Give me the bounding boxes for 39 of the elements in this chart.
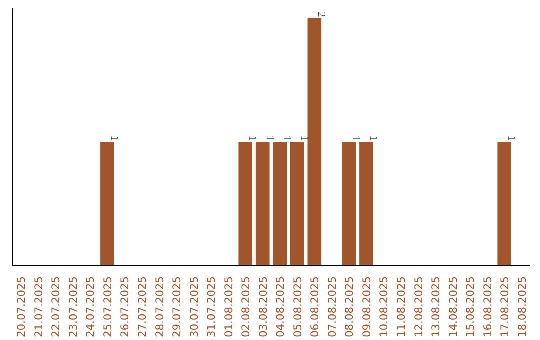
x-tick-label: 15.08.2025 (464, 276, 478, 338)
x-tick-label: 29.07.2025 (170, 276, 184, 338)
x-tick-label: 27.07.2025 (136, 276, 149, 338)
x-tick-label: 26.07.2025 (118, 276, 132, 338)
x-tick-label: 31.07.2025 (205, 276, 218, 338)
data-label: 1 (506, 136, 517, 141)
data-label: 1 (264, 136, 275, 141)
x-tick-label: 13.08.2025 (430, 276, 443, 338)
x-tick-label: 16.08.2025 (481, 276, 494, 338)
x-tick-label: 28.07.2025 (153, 276, 166, 338)
data-label: 1 (108, 136, 120, 141)
data-label: 1 (298, 136, 310, 141)
x-tick-label: 12.08.2025 (412, 276, 426, 338)
data-label: 1 (350, 136, 362, 141)
x-tick-label: 09.08.2025 (360, 276, 374, 338)
x-tick-label: 06.08.2025 (308, 276, 322, 338)
x-tick-label: 11.08.2025 (395, 276, 408, 338)
x-tick-label: 03.08.2025 (256, 276, 270, 338)
x-tick-label: 23.07.2025 (66, 276, 80, 338)
x-tick-label: 08.08.2025 (343, 276, 356, 338)
x-tick-label: 20.07.2025 (15, 276, 28, 338)
x-tick-label: 25.07.2025 (101, 276, 114, 338)
x-tick-label: 05.08.2025 (291, 276, 304, 338)
x-tick-label: 14.08.2025 (446, 276, 460, 338)
x-tick-label: 04.08.2025 (274, 276, 288, 338)
data-label: 1 (246, 136, 258, 141)
data-label: 1 (281, 136, 292, 141)
x-tick-label: 30.07.2025 (188, 276, 201, 338)
x-tick-label: 07.08.2025 (326, 276, 339, 338)
data-label: 2 (316, 12, 327, 18)
x-tick-label: 18.08.2025 (516, 276, 529, 338)
x-tick-label: 02.08.2025 (240, 276, 253, 338)
x-tick-label: 17.08.2025 (498, 276, 512, 338)
x-tick-label: 24.07.2025 (84, 276, 98, 338)
x-tick-label: 22.07.2025 (50, 276, 63, 338)
x-tick-label: 21.07.2025 (32, 276, 46, 338)
x-tick-label: 01.08.2025 (222, 276, 236, 338)
x-tick-label: 10.08.2025 (378, 276, 391, 338)
data-label: 1 (367, 136, 378, 141)
